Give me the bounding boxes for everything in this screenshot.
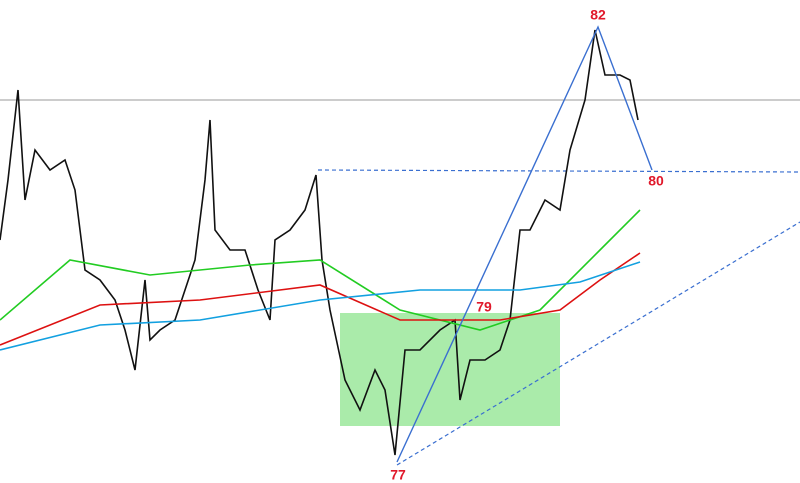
dashed-trend [396, 221, 800, 466]
wave-lines [396, 25, 653, 463]
price-path [0, 29, 639, 456]
wave-label: 79 [476, 299, 492, 315]
zone-box [340, 313, 560, 426]
wave-label: 82 [590, 7, 606, 23]
ma-green [0, 209, 641, 331]
ma-blue [0, 261, 641, 351]
wave-label: 77 [390, 467, 406, 483]
ma-red [0, 252, 641, 346]
dashed-level [317, 169, 800, 173]
wave-label: 80 [648, 173, 664, 189]
